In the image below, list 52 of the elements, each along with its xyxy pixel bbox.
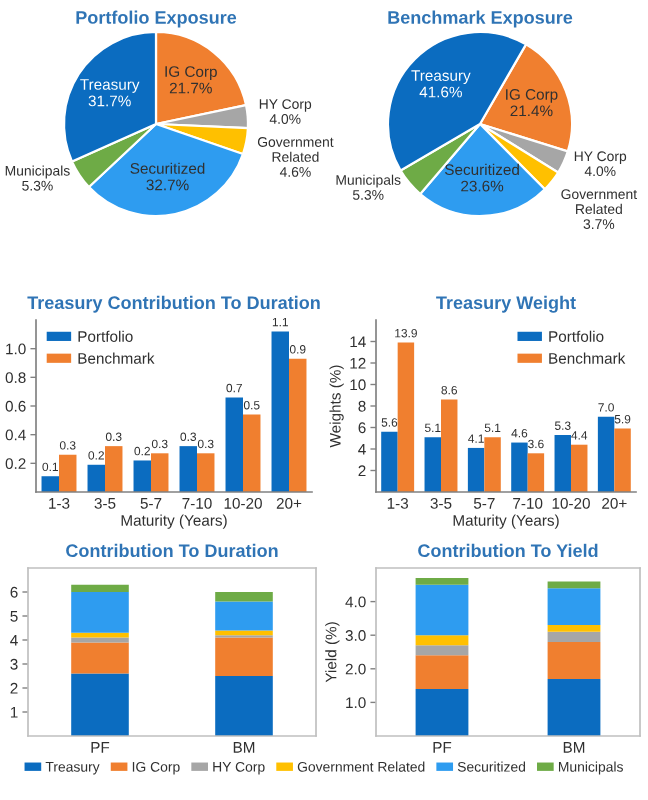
- bar: [547, 641, 601, 679]
- bar: [547, 625, 601, 632]
- bar: [424, 437, 441, 492]
- bar: [215, 676, 273, 736]
- chart-title: Portfolio Exposure: [76, 10, 237, 28]
- bar: [133, 460, 151, 492]
- bar: [71, 632, 129, 638]
- bar: [225, 397, 243, 492]
- bar: [415, 655, 469, 689]
- bar: [71, 592, 129, 633]
- bar: [41, 476, 59, 492]
- bar: [415, 584, 469, 636]
- bar: [59, 454, 77, 492]
- bar: [547, 588, 601, 626]
- chart-title: Contribution To Yield: [418, 543, 598, 558]
- bar: [484, 437, 501, 492]
- bar: [179, 446, 197, 492]
- bar: [151, 453, 169, 492]
- chart-title: Benchmark Exposure: [388, 10, 573, 28]
- bar: [105, 446, 123, 492]
- bar: [415, 635, 469, 646]
- bar: [215, 601, 273, 631]
- bar: [527, 453, 545, 492]
- bar: [71, 673, 129, 736]
- bar: [71, 642, 129, 674]
- bar: [71, 584, 129, 592]
- bar: [597, 416, 615, 492]
- bar: [415, 578, 469, 585]
- bar: [415, 688, 469, 736]
- chart-title: Contribution To Duration: [66, 543, 278, 558]
- bar: [381, 431, 398, 492]
- bar: [547, 678, 601, 736]
- bar: [547, 631, 601, 642]
- bar: [441, 399, 458, 492]
- bar: [511, 442, 528, 492]
- bar: [547, 581, 601, 589]
- bar: [614, 428, 631, 492]
- chart-title: Treasury Contribution To Duration: [27, 295, 320, 313]
- bar: [197, 453, 215, 492]
- bar: [215, 637, 273, 676]
- bar: [554, 435, 571, 492]
- bar: [397, 342, 415, 492]
- bar: [289, 358, 307, 492]
- bar: [271, 331, 289, 492]
- chart-title: Treasury Weight: [436, 295, 576, 313]
- bar: [467, 447, 485, 492]
- bar: [87, 464, 105, 492]
- bar: [215, 592, 273, 602]
- bar: [215, 630, 273, 636]
- bar: [415, 645, 469, 656]
- bar: [571, 444, 588, 492]
- bar: [243, 414, 261, 492]
